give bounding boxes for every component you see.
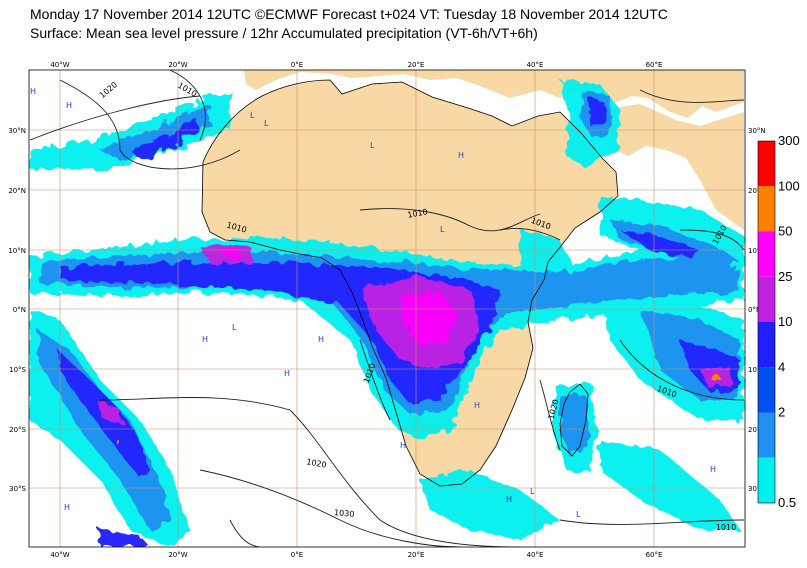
colorbar-label: 300 xyxy=(778,133,800,148)
lat-label-right: 20°S xyxy=(748,426,765,434)
lon-label-top: 40°W xyxy=(50,61,69,69)
isobar-label: 1020 xyxy=(306,457,328,469)
isobar xyxy=(679,229,745,251)
colorbar-swatch xyxy=(758,457,775,503)
colorbar-label: 2 xyxy=(778,405,785,420)
isobar xyxy=(499,228,561,241)
lat-label-right: 30°S xyxy=(748,485,765,493)
coastlines xyxy=(201,79,619,487)
lat-label-left: 20°N xyxy=(8,187,26,195)
isobar xyxy=(619,339,745,401)
pressure-centre-label: L xyxy=(250,111,255,120)
lat-label-left: 0°N xyxy=(13,306,26,314)
isobar xyxy=(29,95,201,141)
lon-label-bottom: 60°E xyxy=(646,551,663,559)
map-border xyxy=(28,69,746,548)
longitude-labels-bottom: 40°W 20°W 0°E 20°E 40°E 60°E xyxy=(50,551,662,559)
lat-label-left: 30°N xyxy=(8,127,26,135)
lon-label-top: 20°W xyxy=(168,61,187,69)
pressure-centre-label: H xyxy=(710,465,716,474)
pressure-centre-label: L xyxy=(440,225,445,234)
isobar xyxy=(359,339,391,421)
longitude-labels-top: 40°W 20°W 0°E 20°E 40°E 60°E xyxy=(50,61,662,69)
isobar xyxy=(59,79,241,170)
lon-label-top: 60°E xyxy=(646,61,663,69)
pressure-centre-label: L xyxy=(232,323,237,332)
isobar xyxy=(99,397,521,547)
pressure-centre-label: L xyxy=(408,323,413,332)
forecast-title: Monday 17 November 2014 12UTC ©ECMWF For… xyxy=(30,6,668,22)
isobar-label: 1010 xyxy=(716,523,736,532)
lat-label-right: 30°N xyxy=(748,127,766,135)
colorbar-label: 10 xyxy=(778,314,792,329)
pressure-centre-label: L xyxy=(264,119,269,128)
isobar xyxy=(199,469,461,547)
lon-label-bottom: 20°E xyxy=(408,551,425,559)
pressure-centre-label: H xyxy=(66,101,72,110)
colorbar-swatch xyxy=(758,276,775,322)
pressure-centre-label: H xyxy=(400,441,406,450)
lat-label-left: 10°N xyxy=(8,247,26,255)
colorbar-frame xyxy=(757,140,776,504)
lon-label-top: 20°E xyxy=(408,61,425,69)
lat-label-left: 30°S xyxy=(9,485,26,493)
pressure-centre-label: L xyxy=(370,141,375,150)
precipitation-colorbar: 300 100 50 25 10 4 2 0.5 xyxy=(757,133,800,510)
forecast-subtitle: Surface: Mean sea level pressure / 12hr … xyxy=(30,25,538,41)
lat-label-left: 10°S xyxy=(9,366,26,374)
colorbar-swatch xyxy=(758,141,775,187)
precip-50mm xyxy=(220,250,458,346)
map-area xyxy=(29,70,745,547)
lat-label-right: 10°N xyxy=(748,247,766,255)
lon-label-bottom: 40°W xyxy=(50,551,69,559)
pressure-centre-label: L xyxy=(530,487,535,496)
isobar xyxy=(229,519,261,547)
isobar xyxy=(539,379,561,451)
isobar xyxy=(169,70,206,141)
lat-label-right: 0°N xyxy=(748,306,761,314)
latitude-labels-left: 30°N 20°N 10°N 0°N 10°S 20°S 30°S xyxy=(8,127,26,493)
colorbar-label: 25 xyxy=(778,269,792,284)
pressure-centre-label: H xyxy=(474,401,480,410)
pressure-centre-label: H xyxy=(202,335,208,344)
precip-100mm xyxy=(114,374,720,442)
pressure-centre-label: H xyxy=(64,503,70,512)
colorbar-label: 0.5 xyxy=(778,495,796,510)
lon-label-top: 0°E xyxy=(291,61,303,69)
asia-landmass xyxy=(598,104,744,230)
colorbar-swatch xyxy=(758,231,775,277)
lat-label-right: 10°S xyxy=(748,366,765,374)
colorbar-swatch xyxy=(758,322,775,368)
lat-label-left: 20°S xyxy=(9,426,26,434)
colorbar-swatch xyxy=(758,412,775,458)
isobars xyxy=(29,70,745,547)
pressure-centre-label: H xyxy=(30,87,36,96)
lon-label-top: 40°E xyxy=(527,61,544,69)
isobar-label: 1030 xyxy=(334,508,355,519)
colorbar-label: 4 xyxy=(778,359,785,374)
isobar xyxy=(639,89,745,103)
lon-label-bottom: 20°W xyxy=(168,551,187,559)
isobar-label: 1010 xyxy=(407,207,429,219)
isobar xyxy=(559,519,745,525)
colorbar-swatch xyxy=(758,186,775,232)
lon-label-bottom: 0°E xyxy=(291,551,303,559)
lat-lon-grid xyxy=(29,70,745,547)
pressure-centre-label: H xyxy=(458,151,464,160)
colorbar-swatch xyxy=(758,367,775,413)
lat-label-right: 20°N xyxy=(748,187,766,195)
europe-landmass xyxy=(244,70,744,118)
lon-label-bottom: 40°E xyxy=(527,551,544,559)
precipitation-field xyxy=(29,80,744,547)
colorbar-label: 50 xyxy=(778,224,792,239)
isobar xyxy=(359,208,541,232)
pressure-centre-label: L xyxy=(576,510,581,519)
latitude-labels-right: 30°N 20°N 10°N 0°N 10°S 20°S 30°S xyxy=(748,127,766,493)
colorbar-label: 100 xyxy=(778,178,800,193)
pressure-centre-label: H xyxy=(506,495,512,504)
pressure-centre-label: H xyxy=(318,335,324,344)
pressure-centre-label: H xyxy=(284,369,290,378)
